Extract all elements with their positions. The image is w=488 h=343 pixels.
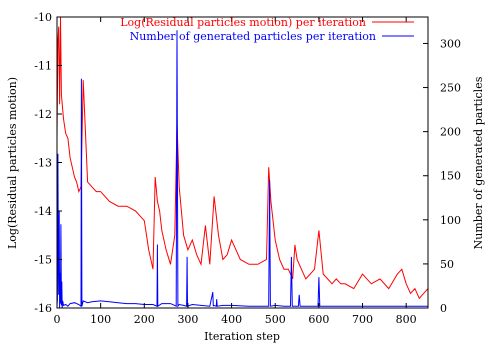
y-right-tick-label: 0 — [440, 302, 447, 315]
y-left-tick-label: -16 — [34, 302, 52, 315]
series-particles — [57, 30, 428, 308]
x-tick-label: 700 — [352, 313, 373, 326]
y-left-tick-label: -11 — [34, 60, 52, 73]
y-left-tick-label: -15 — [34, 254, 52, 267]
y-right-axis-label: Number of generated particles — [472, 76, 485, 249]
y-left-tick-label: -10 — [34, 11, 52, 24]
x-tick-label: 600 — [308, 313, 329, 326]
y-left-tick-label: -14 — [34, 205, 52, 218]
x-tick-label: 100 — [90, 313, 111, 326]
x-tick-label: 400 — [221, 313, 242, 326]
y-left-axis-label: Log(Residual particles motion) — [6, 77, 19, 249]
y-left-tick-label: -12 — [34, 108, 52, 121]
x-axis: 0 100 200 300 400 500 600 700 800 — [54, 17, 417, 326]
residual-line — [57, 17, 428, 300]
x-tick-label: 800 — [396, 313, 417, 326]
y-right-tick-label: 50 — [440, 258, 454, 271]
x-tick-label: 300 — [177, 313, 198, 326]
y-right-tick-label: 250 — [440, 82, 461, 95]
y-axis-left: -16 -15 -14 -13 -12 -11 -10 — [34, 11, 62, 315]
legend-label-particles: Number of generated particles per iterat… — [130, 30, 376, 43]
y-left-tick-label: -13 — [34, 157, 52, 170]
y-right-tick-label: 150 — [440, 170, 461, 183]
y-right-tick-label: 100 — [440, 214, 461, 227]
series-residual — [57, 17, 428, 300]
particles-line — [57, 30, 428, 308]
y-axis-right: 0 50 100 150 200 250 300 — [423, 37, 461, 315]
y-right-tick-label: 300 — [440, 37, 461, 50]
x-tick-label: 0 — [54, 313, 61, 326]
x-tick-label: 500 — [265, 313, 286, 326]
plot-frame — [56, 16, 429, 309]
x-tick-label: 200 — [134, 313, 155, 326]
y-right-tick-label: 200 — [440, 126, 461, 139]
legend: Log(Residual particles motion) per itera… — [120, 16, 414, 43]
legend-label-residual: Log(Residual particles motion) per itera… — [120, 16, 366, 29]
x-axis-label: Iteration step — [204, 330, 280, 343]
